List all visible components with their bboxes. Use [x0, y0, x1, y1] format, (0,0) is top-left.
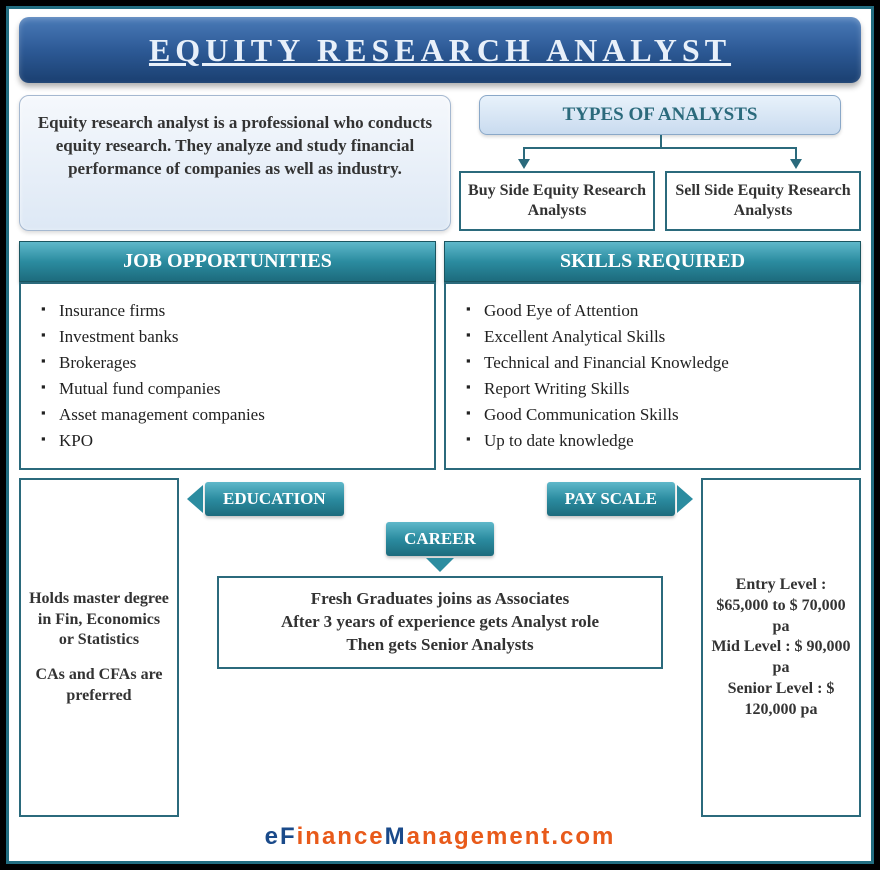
arrow-down-icon	[426, 558, 454, 572]
career-box: Fresh Graduates joins as Associates Afte…	[217, 576, 662, 669]
jobs-body: Insurance firms Investment banks Brokera…	[19, 282, 436, 470]
payscale-line2: Mid Level : $ 90,000 pa	[711, 637, 851, 679]
list-item: Up to date knowledge	[466, 428, 839, 454]
middle-column: EDUCATION PAY SCALE CAREER Fresh Graduat…	[187, 478, 693, 817]
type-sell-side: Sell Side Equity Research Analysts	[665, 171, 861, 231]
skills-section: SKILLS REQUIRED Good Eye of Attention Ex…	[444, 241, 861, 470]
tag-row: EDUCATION PAY SCALE	[187, 478, 693, 520]
types-column: TYPES OF ANALYSTS Buy Side Equity Resear…	[459, 95, 861, 231]
list-item: Brokerages	[41, 350, 414, 376]
career-line2: After 3 years of experience gets Analyst…	[235, 611, 644, 634]
payscale-box: Entry Level : $65,000 to $ 70,000 pa Mid…	[701, 478, 861, 817]
jobs-header: JOB OPPORTUNITIES	[19, 241, 436, 282]
list-item: Technical and Financial Knowledge	[466, 350, 839, 376]
intro-box: Equity research analyst is a professiona…	[19, 95, 451, 231]
list-item: KPO	[41, 428, 414, 454]
types-header: TYPES OF ANALYSTS	[479, 95, 841, 135]
arrow-right-icon	[677, 485, 693, 513]
payscale-tag-wrap: PAY SCALE	[547, 482, 693, 516]
list-item: Excellent Analytical Skills	[466, 324, 839, 350]
list-item: Investment banks	[41, 324, 414, 350]
list-item: Asset management companies	[41, 402, 414, 428]
type-buy-side: Buy Side Equity Research Analysts	[459, 171, 655, 231]
skills-header: SKILLS REQUIRED	[444, 241, 861, 282]
education-tag: EDUCATION	[205, 482, 344, 516]
main-title: EQUITY RESEARCH ANALYST	[19, 17, 861, 83]
skills-body: Good Eye of Attention Excellent Analytic…	[444, 282, 861, 470]
mid-row: JOB OPPORTUNITIES Insurance firms Invest…	[9, 241, 871, 470]
payscale-line1: Entry Level : $65,000 to $ 70,000 pa	[711, 575, 851, 637]
arrow-left-icon	[187, 485, 203, 513]
career-line1: Fresh Graduates joins as Associates	[235, 588, 644, 611]
types-connector	[479, 135, 841, 171]
top-row: Equity research analyst is a professiona…	[9, 95, 871, 231]
payscale-tag: PAY SCALE	[547, 482, 675, 516]
bottom-row: Holds master degree in Fin, Economics or…	[9, 478, 871, 817]
list-item: Good Eye of Attention	[466, 298, 839, 324]
list-item: Insurance firms	[41, 298, 414, 324]
education-tag-wrap: EDUCATION	[187, 482, 344, 516]
career-tag: CAREER	[386, 522, 494, 556]
education-line1: Holds master degree in Fin, Economics or…	[29, 589, 169, 651]
infographic-container: EQUITY RESEARCH ANALYST Equity research …	[6, 6, 874, 864]
types-boxes: Buy Side Equity Research Analysts Sell S…	[459, 171, 861, 231]
footer-brand: eFinanceManagement.com	[9, 817, 871, 861]
list-item: Mutual fund companies	[41, 376, 414, 402]
education-line2: CAs and CFAs are preferred	[29, 665, 169, 707]
education-box: Holds master degree in Fin, Economics or…	[19, 478, 179, 817]
payscale-line3: Senior Level : $ 120,000 pa	[711, 679, 851, 721]
list-item: Good Communication Skills	[466, 402, 839, 428]
jobs-section: JOB OPPORTUNITIES Insurance firms Invest…	[19, 241, 436, 470]
career-row: CAREER Fresh Graduates joins as Associat…	[187, 522, 693, 669]
career-line3: Then gets Senior Analysts	[235, 634, 644, 657]
list-item: Report Writing Skills	[466, 376, 839, 402]
